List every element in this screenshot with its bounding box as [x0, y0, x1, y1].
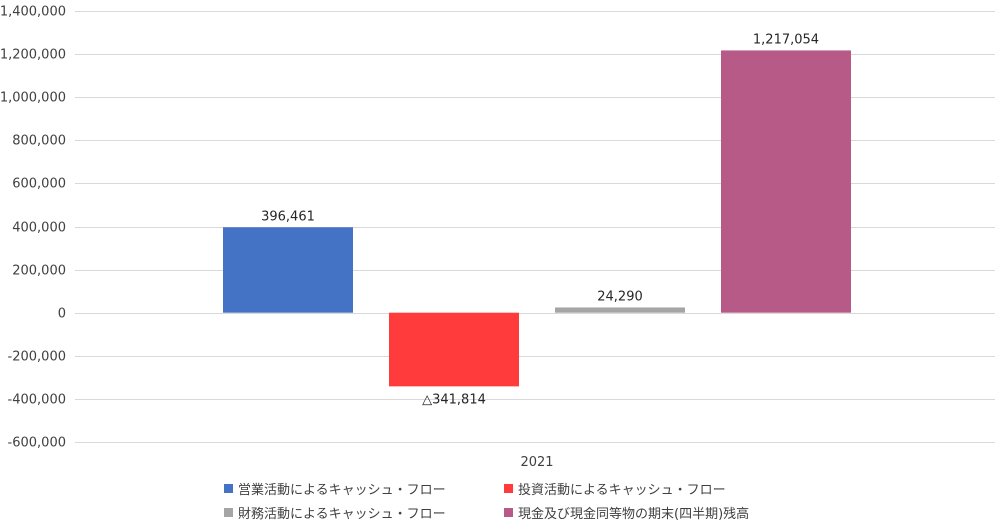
- y-tick-label: 0: [58, 307, 66, 322]
- legend-item-financing-cf: 財務活動によるキャッシュ・フロー: [224, 502, 504, 522]
- y-tick-label: 1,000,000: [0, 91, 66, 106]
- y-tick-label: -600,000: [8, 436, 66, 451]
- legend-label: 営業活動によるキャッシュ・フロー: [238, 482, 446, 498]
- legend-label: 財務活動によるキャッシュ・フロー: [238, 506, 446, 522]
- category-label: 2021: [520, 455, 553, 470]
- y-tick-label: -200,000: [8, 350, 66, 365]
- y-axis-tick-labels: -600,000 -400,000 -200,000 0 200,000 400,000 6…: [0, 5, 66, 451]
- y-tick-label: -400,000: [8, 393, 66, 408]
- legend-item-cash-balance: 現金及び現金同等物の期末(四半期)残高: [504, 502, 804, 522]
- legend-swatch: [504, 483, 513, 493]
- legend-swatch: [504, 507, 513, 517]
- data-labels: 396,461 △341,814 24,290 1,217,054: [261, 32, 819, 407]
- y-tick-label: 600,000: [12, 177, 66, 192]
- y-tick-label: 1,400,000: [0, 5, 66, 20]
- legend-swatch: [224, 483, 233, 493]
- legend-swatch: [224, 507, 233, 517]
- legend-label: 現金及び現金同等物の期末(四半期)残高: [518, 506, 750, 522]
- legend: 営業活動によるキャッシュ・フロー 投資活動によるキャッシュ・フロー 財務活動によ…: [224, 478, 844, 522]
- y-tick-label: 200,000: [12, 264, 66, 279]
- gridlines: [75, 11, 995, 443]
- y-tick-label: 800,000: [12, 134, 66, 149]
- y-tick-label: 400,000: [12, 221, 66, 236]
- y-tick-label: 1,200,000: [0, 48, 66, 63]
- data-label: 396,461: [261, 209, 315, 224]
- legend-item-investing-cf: 投資活動によるキャッシュ・フロー: [504, 478, 804, 498]
- data-label: 24,290: [597, 289, 643, 304]
- legend-label: 投資活動によるキャッシュ・フロー: [518, 482, 726, 498]
- bar: [555, 307, 685, 313]
- bars: [223, 50, 851, 387]
- data-label: 1,217,054: [753, 32, 819, 47]
- legend-item-operating-cf: 営業活動によるキャッシュ・フロー: [224, 478, 504, 498]
- bar: [721, 50, 851, 313]
- bar: [223, 227, 353, 313]
- bar: [389, 312, 519, 387]
- data-label: △341,814: [422, 392, 486, 407]
